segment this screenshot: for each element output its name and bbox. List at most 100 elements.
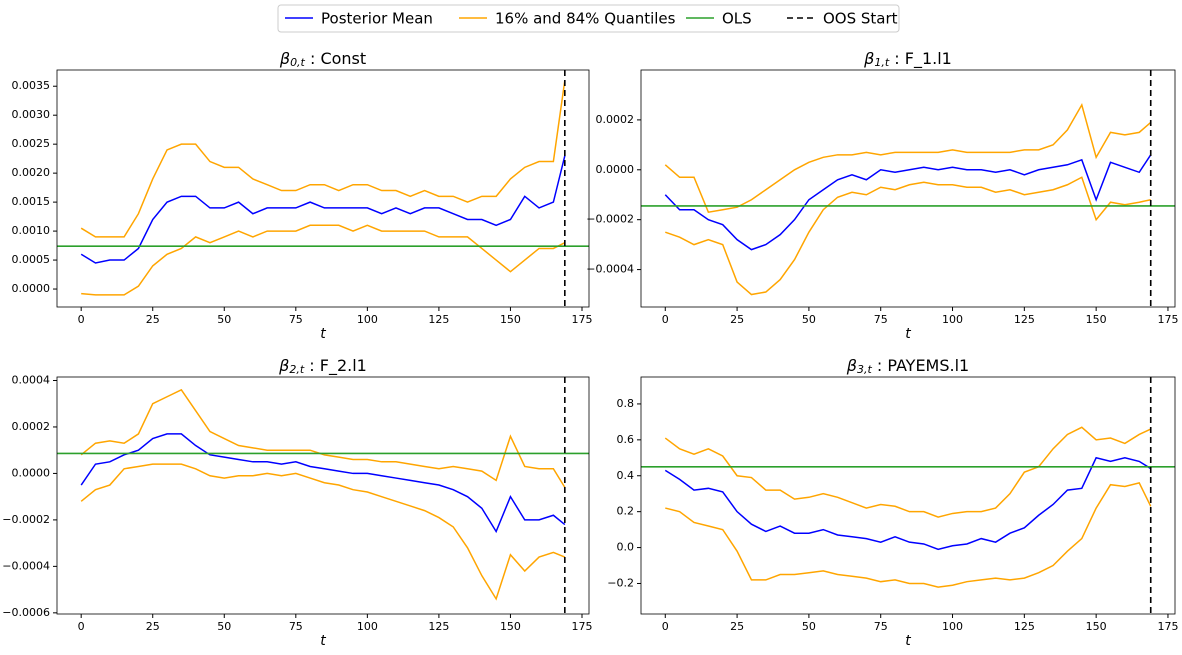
plot-area xyxy=(641,377,1175,614)
x-tick-label: 150 xyxy=(500,620,521,633)
posterior-mean-line xyxy=(80,155,566,264)
y-tick-label: 0.0000 xyxy=(596,163,635,176)
legend-label: OOS Start xyxy=(823,10,898,28)
legend-box xyxy=(277,4,900,33)
legend-label: OLS xyxy=(722,10,752,28)
x-tick-label: 150 xyxy=(500,313,521,326)
x-tick-label: 125 xyxy=(1014,313,1035,326)
posterior-mean-line xyxy=(664,456,1152,551)
x-axis-label: t xyxy=(320,633,326,649)
y-tick-label: 0.2 xyxy=(617,505,635,518)
y-tick-label: 0.0005 xyxy=(12,253,51,266)
axes-frame xyxy=(640,69,1176,308)
y-tick-label: −0.2 xyxy=(607,576,634,589)
y-tick-label: 0.0025 xyxy=(12,137,51,150)
y-tick-label: 0.0002 xyxy=(12,420,51,433)
y-tick-label: 0.0035 xyxy=(12,79,51,92)
y-tick-label: −0.0002 xyxy=(586,213,634,226)
y-tick-label: 0.0030 xyxy=(12,108,51,121)
y-tick-label: 0.6 xyxy=(617,433,635,446)
plot-area xyxy=(641,70,1175,307)
lower-quantile-line xyxy=(80,463,566,601)
y-tick-label: 0.0000 xyxy=(12,282,51,295)
x-tick-label: 75 xyxy=(289,313,303,326)
x-axis-label: t xyxy=(320,326,326,342)
chart-title: β3,t : PAYEMS.l1 xyxy=(846,356,969,377)
x-tick-label: 25 xyxy=(146,620,160,633)
x-tick-label: 25 xyxy=(730,313,744,326)
y-tick-label: 0.8 xyxy=(617,397,635,410)
y-tick-label: 0.0020 xyxy=(12,166,51,179)
x-axis-label: t xyxy=(905,633,911,649)
axes-frame xyxy=(56,69,590,308)
x-tick-label: 100 xyxy=(357,620,378,633)
x-tick-label: 75 xyxy=(289,620,303,633)
title-subscript: 0,t xyxy=(290,56,305,69)
upper-quantile-line xyxy=(664,426,1152,518)
y-tick-label: 0.0 xyxy=(617,541,635,554)
title-symbol: β xyxy=(846,356,857,375)
title-symbol: β xyxy=(279,49,290,68)
plot-area xyxy=(57,377,589,614)
x-tick-label: 125 xyxy=(428,313,449,326)
posterior-mean-line xyxy=(80,433,566,534)
x-tick-label: 175 xyxy=(1157,620,1178,633)
x-tick-label: 50 xyxy=(217,313,231,326)
x-tick-label: 100 xyxy=(942,620,963,633)
x-tick-label: 125 xyxy=(428,620,449,633)
chart-title: β2,t : F_2.l1 xyxy=(278,356,367,377)
x-tick-label: 150 xyxy=(1086,313,1107,326)
lower-quantile-line xyxy=(665,176,1151,296)
y-tick-label: 0.0015 xyxy=(12,195,51,208)
x-tick-label: 150 xyxy=(1086,620,1107,633)
y-tick-label: 0.4 xyxy=(617,469,635,482)
y-tick-label: 0.0010 xyxy=(12,224,51,237)
posterior-mean-line xyxy=(664,154,1152,251)
x-tick-label: 0 xyxy=(662,620,669,633)
title-text: : F_2.l1 xyxy=(304,356,367,376)
x-tick-label: 125 xyxy=(1014,620,1035,633)
upper-quantile-line xyxy=(664,102,1152,214)
x-tick-label: 0 xyxy=(78,620,85,633)
x-tick-label: 100 xyxy=(942,313,963,326)
x-tick-label: 175 xyxy=(571,313,592,326)
title-text: : Const xyxy=(305,49,366,68)
chart-title: β1,t : F_1.l1 xyxy=(863,49,952,70)
x-tick-label: 50 xyxy=(802,620,816,633)
legend-label: 16% and 84% Quantiles xyxy=(495,10,676,28)
lower-quantile-line xyxy=(665,482,1152,588)
x-tick-label: 25 xyxy=(730,620,744,633)
title-text: : F_1.l1 xyxy=(889,49,952,69)
y-tick-label: 0.0004 xyxy=(12,373,51,386)
upper-quantile-line xyxy=(80,80,566,238)
axes-frame xyxy=(640,376,1176,615)
legend-label: Posterior Mean xyxy=(321,10,433,28)
x-tick-label: 175 xyxy=(1157,313,1178,326)
title-subscript: 3,t xyxy=(857,363,872,376)
y-tick-label: −0.0006 xyxy=(2,606,50,619)
title-text: : PAYEMS.l1 xyxy=(872,356,969,375)
y-tick-label: 0.0000 xyxy=(12,466,51,479)
axes-frame xyxy=(56,376,590,615)
plot-area xyxy=(57,70,589,307)
upper-quantile-line xyxy=(80,388,566,488)
y-tick-label: 0.0002 xyxy=(596,113,635,126)
x-tick-label: 175 xyxy=(571,620,592,633)
x-tick-label: 25 xyxy=(146,313,160,326)
x-tick-label: 75 xyxy=(874,620,888,633)
y-tick-label: −0.0002 xyxy=(2,513,50,526)
x-tick-label: 0 xyxy=(78,313,85,326)
x-tick-label: 0 xyxy=(662,313,669,326)
x-axis-label: t xyxy=(905,326,911,342)
x-tick-label: 75 xyxy=(874,313,888,326)
y-tick-label: −0.0004 xyxy=(2,559,50,572)
x-tick-label: 50 xyxy=(217,620,231,633)
title-subscript: 2,t xyxy=(289,363,304,376)
title-symbol: β xyxy=(278,356,289,375)
chart-title: β0,t : Const xyxy=(279,49,366,70)
title-symbol: β xyxy=(863,49,874,68)
x-tick-label: 100 xyxy=(357,313,378,326)
x-tick-label: 50 xyxy=(802,313,816,326)
title-subscript: 1,t xyxy=(874,56,889,69)
